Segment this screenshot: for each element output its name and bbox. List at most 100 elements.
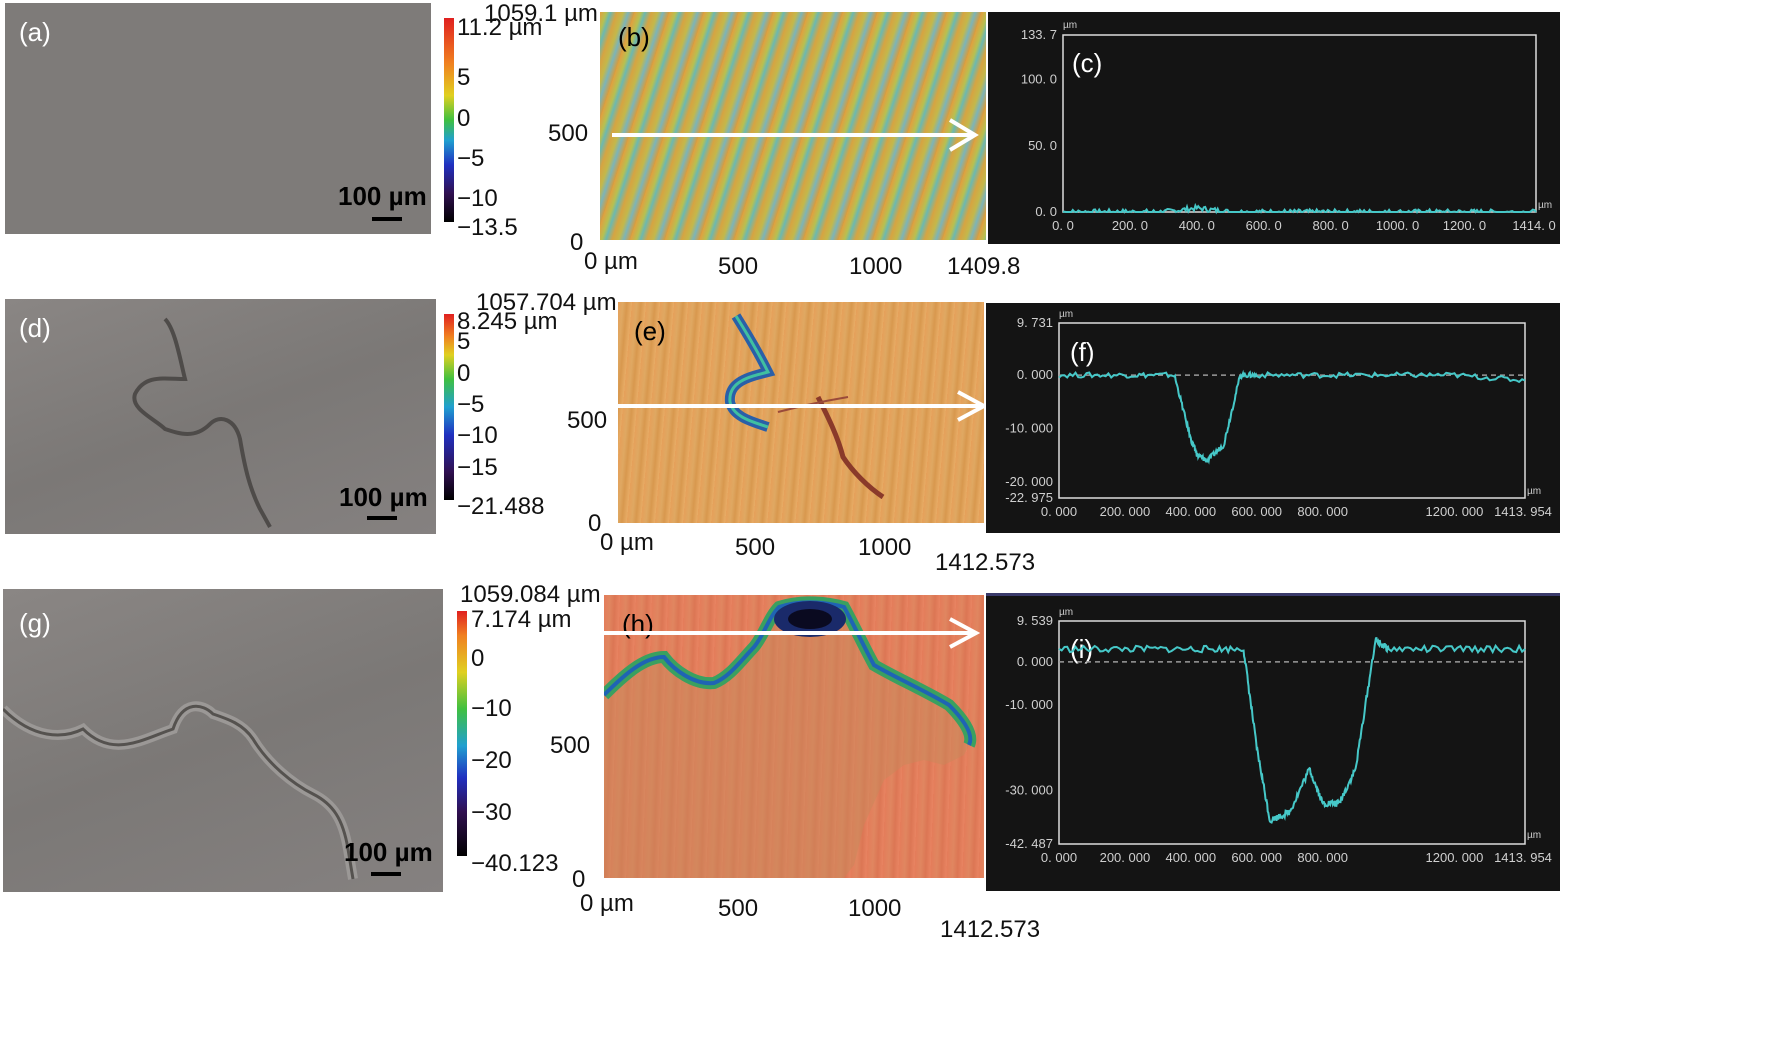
profile-x-tick: 800. 000 bbox=[1297, 850, 1348, 865]
profile-x-tick: 0. 000 bbox=[1041, 504, 1077, 519]
profile-x-tick: 800. 0 bbox=[1313, 218, 1349, 233]
colorbar-min: −21.488 bbox=[457, 493, 545, 520]
colorbar-tick: −15 bbox=[457, 454, 498, 481]
map-x-tick: 1000 bbox=[849, 253, 903, 280]
scale-bar bbox=[367, 516, 397, 520]
colorbar-min: −40.123 bbox=[471, 850, 559, 877]
profile-line bbox=[1058, 637, 1526, 824]
panel-label-d: (d) bbox=[19, 313, 51, 343]
profile-x-tick: 1414. 0 bbox=[1512, 218, 1555, 233]
colorbar-tick: 0 bbox=[457, 105, 471, 132]
profile-y-ticks: 9. 539 0. 000 -10. 000 -30. 000 -42. 487 bbox=[1005, 613, 1053, 851]
profile-line bbox=[1058, 369, 1526, 465]
scale-bar-label: 100 µm bbox=[339, 482, 428, 512]
profile-chart-f: µm µm (f) 9. 731 0. 000 -10. 000 -20. 000-2… bbox=[1005, 309, 1552, 519]
profile-y-ticks: 133. 7 100. 0 50. 0 0. 0 bbox=[1021, 27, 1057, 219]
scale-bar-label: 100 µm bbox=[344, 837, 433, 867]
colorbar-tick: −5 bbox=[457, 391, 485, 418]
profile-line bbox=[1062, 202, 1537, 215]
map-x-tick: 0 µm bbox=[580, 890, 634, 917]
profile-y-tick: 50. 0 bbox=[1028, 138, 1057, 153]
profile-x-tick: 200. 000 bbox=[1100, 504, 1151, 519]
colorbar-tick: −30 bbox=[471, 799, 512, 826]
colorbar-tick: −5 bbox=[457, 145, 485, 172]
map-x-tick: 500 bbox=[718, 253, 759, 280]
map-y-tick: 0 bbox=[572, 866, 586, 893]
colorbar-tick: −10 bbox=[457, 422, 498, 449]
crack-overlay bbox=[724, 313, 885, 500]
map-x-end: 1412.573 bbox=[935, 549, 1036, 576]
panel-label-g: (g) bbox=[19, 608, 51, 638]
panel-label-a: (a) bbox=[19, 17, 51, 47]
map-x-tick: 1000 bbox=[858, 534, 912, 561]
map-x-tick: 1000 bbox=[848, 895, 902, 922]
profile-x-tick: 0. 000 bbox=[1041, 850, 1077, 865]
map-x-tick: 500 bbox=[718, 895, 759, 922]
profile-panel-i: µm µm (i) 9. 539 0. 000 -10. 000 -30. 000 -4… bbox=[986, 593, 1560, 891]
profile-y-tick: -10. 000 bbox=[1005, 697, 1053, 712]
svg-text:µm: µm bbox=[1527, 830, 1541, 841]
scale-bar-label: 100 µm bbox=[338, 181, 427, 211]
map-x-end: 1412.573 bbox=[940, 916, 1041, 943]
colorbar-h bbox=[457, 611, 467, 856]
panel-label-c: (c) bbox=[1072, 48, 1102, 78]
crack-trace bbox=[132, 317, 272, 528]
profile-y-tick: 133. 7 bbox=[1021, 27, 1057, 42]
profile-x-ticks: 0. 000 200. 000 400. 000 600. 000 800. 000 12… bbox=[1041, 850, 1552, 865]
colorbar-max: 7.174 µm bbox=[471, 606, 572, 633]
profile-x-ticks: 0. 0 200. 0 400. 0 600. 0 800. 0 1000. 0 1200.… bbox=[1052, 218, 1556, 233]
colorbar-tick: 0 bbox=[457, 360, 471, 387]
profile-x-tick: 1000. 0 bbox=[1376, 218, 1419, 233]
profile-x-tick: 600. 0 bbox=[1246, 218, 1282, 233]
profile-panel-f: µm µm (f) 9. 731 0. 000 -10. 000 -20. 000 -2… bbox=[986, 303, 1560, 533]
profile-y-tick: -30. 000 bbox=[1005, 782, 1053, 797]
profile-unit: µm bbox=[1059, 607, 1073, 618]
map-y-max: 1057.704 µm bbox=[476, 289, 617, 316]
map-y-tick: 500 bbox=[548, 120, 589, 147]
map-x-tick: 500 bbox=[735, 534, 776, 561]
profile-chart-c: µm µm (c) 133. 7 100. 0 50. 0 0. 0 0. 0 200.… bbox=[1021, 20, 1556, 233]
map-x-tick: 0 µm bbox=[584, 248, 638, 275]
profile-unit: µm bbox=[1059, 309, 1073, 320]
profile-y-tick: 0. 000 bbox=[1017, 654, 1053, 669]
profile-x-tick: 200. 000 bbox=[1100, 850, 1151, 865]
sem-image-a: (a) 100 µm bbox=[5, 3, 431, 234]
scale-bar bbox=[372, 217, 402, 221]
scan-arrow bbox=[618, 390, 984, 422]
profile-x-tick: 400. 0 bbox=[1179, 218, 1215, 233]
profile-x-tick: 1413. 954 bbox=[1494, 850, 1552, 865]
profile-panel-c: µm µm (c) 133. 7 100. 0 50. 0 0. 0 0. 0 200.… bbox=[988, 12, 1560, 244]
profile-x-tick: 1200. 000 bbox=[1426, 504, 1484, 519]
map-y-max: 1059.1 µm bbox=[484, 0, 598, 27]
profile-y-tick: 0. 000 bbox=[1017, 367, 1053, 382]
scale-bar bbox=[371, 872, 401, 876]
panel-label-b: (b) bbox=[618, 22, 650, 52]
profile-y-tick: 9. 539 bbox=[1017, 613, 1053, 628]
profile-x-tick: 400. 000 bbox=[1166, 504, 1217, 519]
height-map-e: (e) bbox=[618, 302, 984, 523]
profile-y-tick: 0. 0 bbox=[1035, 204, 1057, 219]
profile-y-tick: -42. 487 bbox=[1005, 836, 1053, 851]
map-x-tick: 1409.8 bbox=[947, 253, 1021, 280]
profile-x-ticks: 0. 000 200. 000 400. 000 600. 000 800. 000 12… bbox=[1041, 504, 1552, 519]
profile-x-tick: 1413. 954 bbox=[1494, 504, 1552, 519]
map-y-tick: 500 bbox=[550, 732, 591, 759]
colorbar-tick: 5 bbox=[457, 64, 471, 91]
profile-y-tick: 9. 731 bbox=[1017, 315, 1053, 330]
map-y-tick: 0 bbox=[570, 229, 584, 256]
colorbar-tick: 0 bbox=[471, 645, 485, 672]
colorbar-tick: 5 bbox=[457, 328, 471, 355]
map-y-tick: 500 bbox=[567, 407, 608, 434]
scan-arrow bbox=[604, 617, 981, 649]
profile-x-tick: 1200. 0 bbox=[1443, 218, 1486, 233]
profile-y-tick: -10. 000 bbox=[1005, 421, 1053, 436]
profile-x-tick: 200. 0 bbox=[1112, 218, 1148, 233]
profile-x-tick: 800. 000 bbox=[1297, 504, 1348, 519]
profile-x-tick: 400. 000 bbox=[1166, 850, 1217, 865]
height-map-b: (b) bbox=[600, 12, 986, 240]
colorbar-tick: −10 bbox=[457, 185, 498, 212]
colorbar-max: 8.245 µm bbox=[457, 308, 558, 335]
map-x-tick: 0 µm bbox=[600, 529, 654, 556]
profile-x-tick: 600. 000 bbox=[1231, 850, 1282, 865]
